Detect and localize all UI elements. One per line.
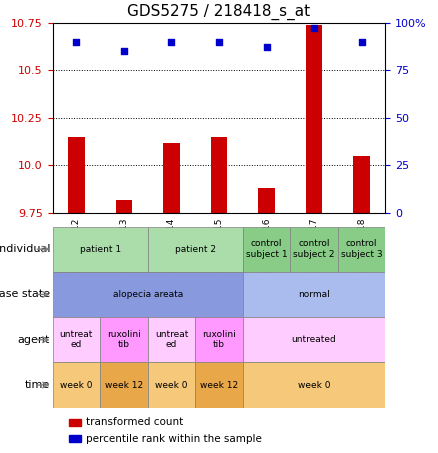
Text: individual: individual xyxy=(0,244,50,254)
FancyBboxPatch shape xyxy=(243,362,385,408)
Text: control
subject 3: control subject 3 xyxy=(341,240,382,259)
Text: percentile rank within the sample: percentile rank within the sample xyxy=(86,434,262,443)
Text: disease state: disease state xyxy=(0,289,50,299)
Point xyxy=(311,25,318,32)
Text: time: time xyxy=(25,380,50,390)
FancyBboxPatch shape xyxy=(53,226,148,272)
Point xyxy=(73,38,80,45)
FancyBboxPatch shape xyxy=(53,272,243,317)
FancyBboxPatch shape xyxy=(243,317,385,362)
Text: alopecia areata: alopecia areata xyxy=(113,290,183,299)
FancyBboxPatch shape xyxy=(338,226,385,272)
Text: transformed count: transformed count xyxy=(86,417,183,427)
Text: untreated: untreated xyxy=(292,335,336,344)
Text: normal: normal xyxy=(298,290,330,299)
Text: ruxolini
tib: ruxolini tib xyxy=(202,330,236,349)
FancyBboxPatch shape xyxy=(148,362,195,408)
Point xyxy=(263,44,270,51)
FancyBboxPatch shape xyxy=(53,362,100,408)
Text: ruxolini
tib: ruxolini tib xyxy=(107,330,141,349)
Text: patient 2: patient 2 xyxy=(175,245,216,254)
FancyBboxPatch shape xyxy=(100,362,148,408)
FancyBboxPatch shape xyxy=(195,317,243,362)
Text: untreat
ed: untreat ed xyxy=(60,330,93,349)
Text: untreat
ed: untreat ed xyxy=(155,330,188,349)
FancyBboxPatch shape xyxy=(290,226,338,272)
FancyBboxPatch shape xyxy=(53,317,100,362)
FancyBboxPatch shape xyxy=(195,362,243,408)
Text: patient 1: patient 1 xyxy=(80,245,121,254)
FancyBboxPatch shape xyxy=(100,317,148,362)
Title: GDS5275 / 218418_s_at: GDS5275 / 218418_s_at xyxy=(127,4,311,20)
FancyBboxPatch shape xyxy=(243,272,385,317)
Text: week 0: week 0 xyxy=(298,381,330,390)
FancyBboxPatch shape xyxy=(243,226,290,272)
Text: week 0: week 0 xyxy=(155,381,188,390)
FancyBboxPatch shape xyxy=(148,317,195,362)
FancyBboxPatch shape xyxy=(148,226,243,272)
Point xyxy=(358,38,365,45)
Point xyxy=(215,38,223,45)
Text: control
subject 1: control subject 1 xyxy=(246,240,287,259)
Text: week 0: week 0 xyxy=(60,381,92,390)
Point xyxy=(168,38,175,45)
Bar xyxy=(258,188,275,213)
Bar xyxy=(69,435,81,442)
Bar xyxy=(116,200,132,213)
Bar xyxy=(306,24,322,213)
Bar xyxy=(211,137,227,213)
Bar xyxy=(163,143,180,213)
Point xyxy=(120,48,127,55)
Bar xyxy=(353,156,370,213)
Bar xyxy=(69,419,81,426)
Text: agent: agent xyxy=(18,335,50,345)
Text: week 12: week 12 xyxy=(105,381,143,390)
Bar xyxy=(68,137,85,213)
Text: control
subject 2: control subject 2 xyxy=(293,240,335,259)
Text: week 12: week 12 xyxy=(200,381,238,390)
